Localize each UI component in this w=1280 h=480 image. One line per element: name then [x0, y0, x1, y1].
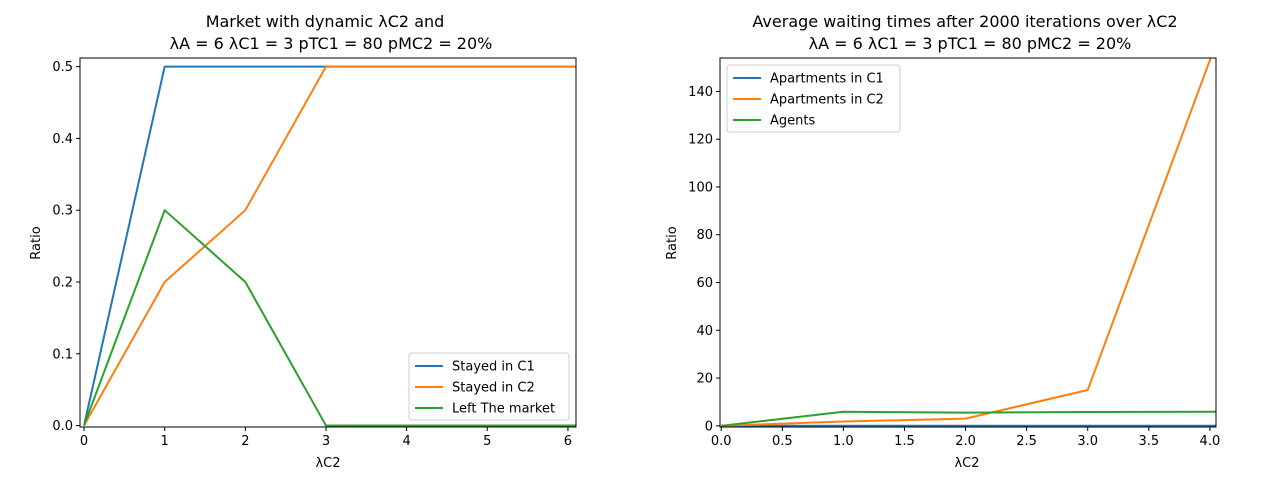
chart-right: Average waiting times after 2000 iterati… — [665, 12, 1220, 471]
chart-right-ytick-label: 140 — [688, 85, 713, 100]
chart-left-ytick-label: 0.3 — [52, 204, 73, 219]
chart-right-xlabel: λC2 — [954, 456, 979, 471]
chart-left-xtick-label: 2 — [241, 434, 249, 449]
chart-right-ytick-label: 60 — [696, 276, 713, 291]
chart-left-ytick-label: 0.0 — [52, 419, 73, 434]
chart-right-ytick-label: 40 — [696, 324, 713, 339]
chart-left-legend: Stayed in C1 Stayed in C2 Left The market — [408, 352, 570, 421]
chart-left-xtick-label: 6 — [564, 434, 572, 449]
chart-left-series-left-the-market-line — [83, 209, 576, 427]
chart-right-xtick-label: 2.5 — [1016, 434, 1037, 449]
chart-right-ytick-label: 20 — [696, 372, 713, 387]
chart-right-xtick-label: 3.5 — [1138, 434, 1159, 449]
chart-right-xtick-label: 0.5 — [772, 434, 793, 449]
chart-right-xtick-label: 1.0 — [833, 434, 854, 449]
chart-left: Market with dynamic λC2 and λA = 6 λC1 =… — [29, 12, 577, 471]
chart-left-xlabel: λC2 — [315, 456, 340, 471]
chart-right-xtick-label: 1.5 — [894, 434, 915, 449]
chart-right-title-line1: Average waiting times after 2000 iterati… — [752, 12, 1177, 31]
chart-right-xtick-label: 3.0 — [1077, 434, 1098, 449]
chart-left-legend-label-stayed-in-c2: Stayed in C2 — [452, 381, 535, 396]
chart-left-axes-frame — [79, 57, 577, 428]
chart-left-ytick-label: 0.5 — [52, 60, 73, 75]
chart-left-ytick-label: 0.2 — [52, 275, 73, 290]
chart-right-legend: Apartments in C1 Apartments in C2 Agents — [726, 64, 901, 133]
chart-left-legend-label-left-the-market: Left The market — [452, 402, 555, 417]
chart-right-xtick-label: 0.0 — [711, 434, 732, 449]
chart-left-ytick-label: 0.4 — [52, 132, 73, 147]
chart-left-xtick-label: 3 — [322, 434, 330, 449]
chart-left-series-group — [83, 65, 576, 427]
chart-right-ytick-label: 0 — [705, 419, 713, 434]
chart-left-legend-label-stayed-in-c1: Stayed in C1 — [452, 360, 535, 375]
chart-right-axes-frame — [719, 57, 1217, 428]
chart-right-ytick-label: 80 — [696, 228, 713, 243]
chart-right-series-agents-line — [721, 410, 1216, 427]
chart-left-title-line2: λA = 6 λC1 = 3 pTC1 = 80 pMC2 = 20% — [170, 34, 493, 53]
chart-right-legend-label-apartments-in-c2: Apartments in C2 — [770, 93, 884, 108]
chart-right-legend-box — [726, 64, 901, 133]
chart-right-series-apartments-in-c2-line — [721, 58, 1212, 427]
chart-right-legend-label-agents: Agents — [770, 114, 815, 129]
chart-left-xtick-label: 4 — [402, 434, 410, 449]
chart-right-ytick-label: 120 — [688, 133, 713, 148]
chart-left-ylabel: Ratio — [29, 226, 44, 259]
chart-left-ytick-label: 0.1 — [52, 347, 73, 362]
chart-right-ylabel: Ratio — [665, 226, 680, 259]
chart-right-legend-label-apartments-in-c1: Apartments in C1 — [770, 72, 884, 87]
chart-right-title-line2: λA = 6 λC1 = 3 pTC1 = 80 pMC2 = 20% — [809, 34, 1132, 53]
chart-right-series-group — [721, 58, 1216, 427]
chart-right-xtick-label: 2.0 — [955, 434, 976, 449]
chart-left-xtick-label: 0 — [80, 434, 88, 449]
chart-right-ytick-label: 100 — [688, 180, 713, 195]
chart-left-title-line1: Market with dynamic λC2 and — [206, 12, 445, 31]
chart-left-series-stayed-in-c2-line — [83, 65, 576, 427]
chart-left-legend-box — [408, 352, 570, 421]
chart-left-xtick-label: 5 — [483, 434, 491, 449]
chart-right-xtick-label: 4.0 — [1200, 434, 1221, 449]
chart-left-xtick-label: 1 — [161, 434, 169, 449]
